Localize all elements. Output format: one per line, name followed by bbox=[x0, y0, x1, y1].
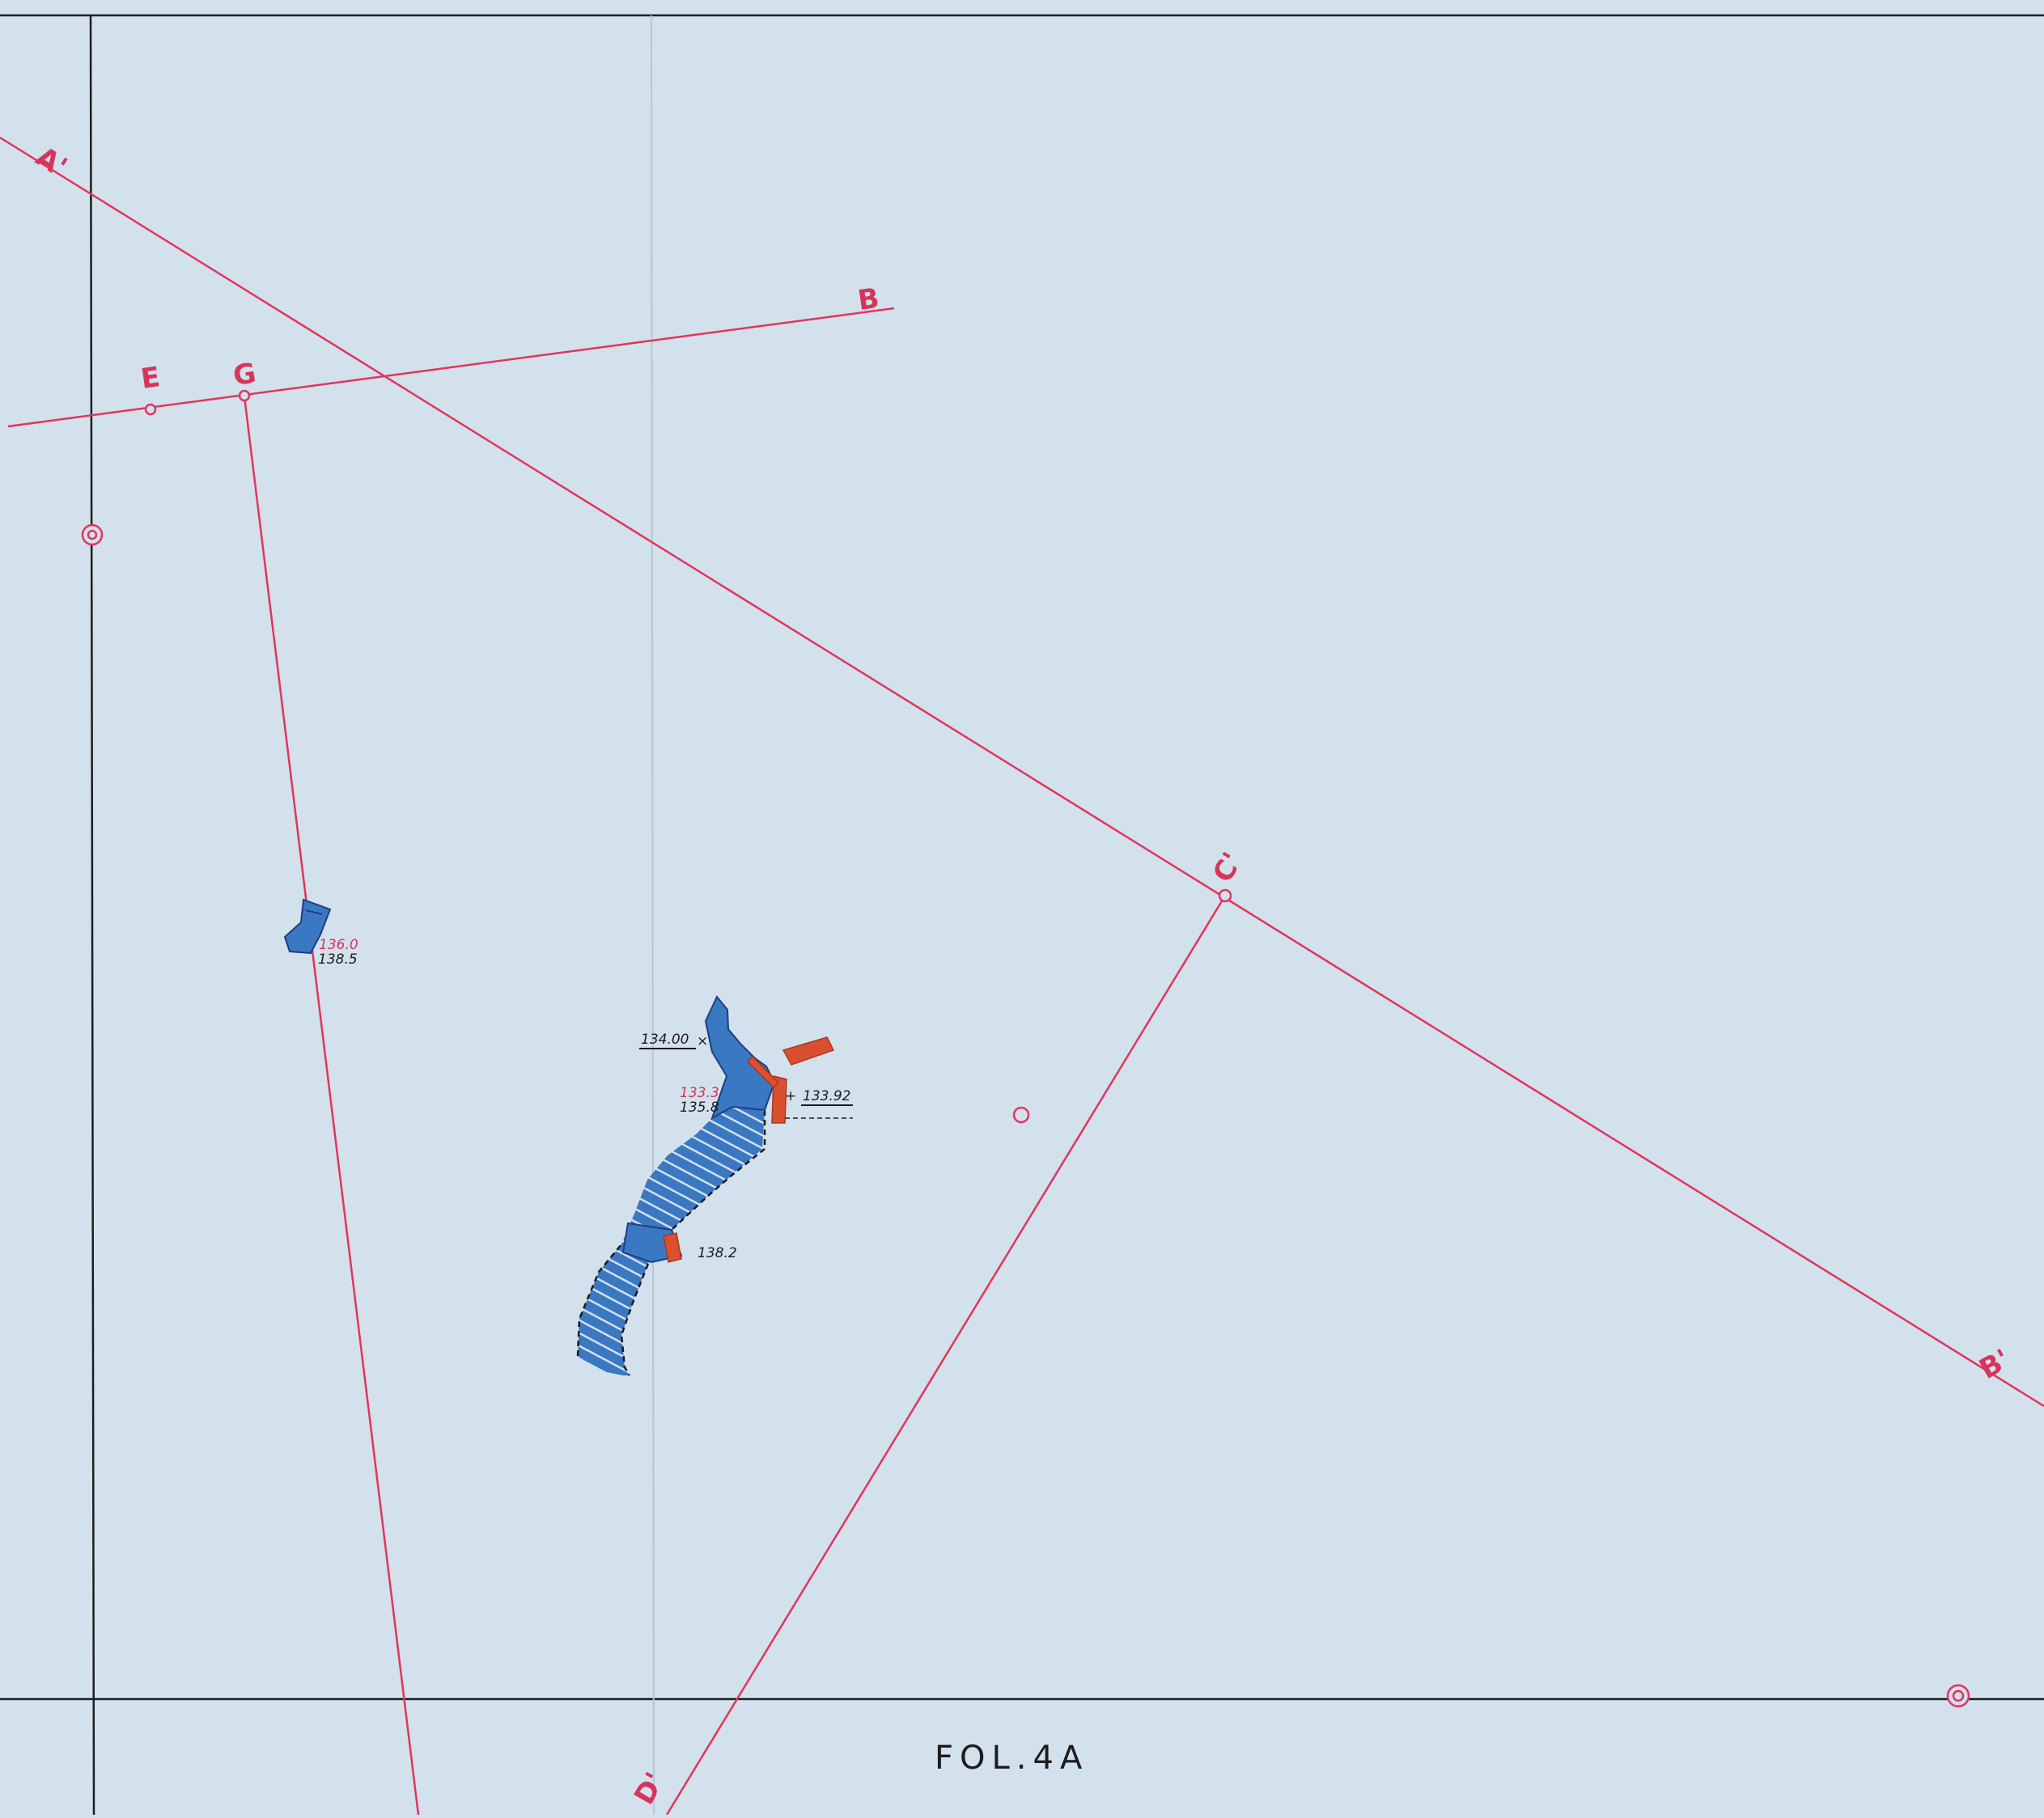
label-a-prime: A' bbox=[30, 141, 72, 184]
red-marks bbox=[663, 1036, 835, 1263]
line-a-b-prime bbox=[0, 136, 2044, 1408]
grid-lines bbox=[0, 14, 2044, 1816]
grid-line-left bbox=[89, 15, 95, 1816]
elev-136-0: 136.0 bbox=[319, 937, 358, 953]
line-g-south bbox=[243, 396, 420, 1816]
red-arm bbox=[782, 1036, 835, 1066]
elev-134-00: 134.00 bbox=[641, 1032, 689, 1048]
label-b: B bbox=[856, 282, 881, 317]
feature-main-body bbox=[578, 1107, 765, 1375]
elevations: 136.0 138.5 134.00 × 133.3 135.8 + 133.9… bbox=[318, 937, 853, 1261]
red-block-upper bbox=[771, 1075, 787, 1124]
benchmark-right-outer bbox=[1946, 1684, 1970, 1708]
red-tick bbox=[746, 1055, 780, 1089]
red-block-lower bbox=[663, 1232, 682, 1263]
station-markers bbox=[81, 389, 1970, 1708]
label-e: E bbox=[139, 361, 163, 396]
elev-138-5: 138.5 bbox=[318, 951, 358, 968]
benchmark-left-inner bbox=[87, 529, 98, 540]
line-e-b bbox=[7, 307, 895, 428]
station-c-prime-marker bbox=[1218, 888, 1232, 903]
grid-line-center-faint bbox=[651, 15, 655, 1816]
label-g: G bbox=[231, 357, 258, 392]
folio-label: FOL.4A bbox=[935, 1740, 1088, 1777]
label-b-prime: B' bbox=[1974, 1343, 2016, 1386]
line-c-prime-d-prime bbox=[665, 895, 1227, 1816]
elev-133-3: 133.3 bbox=[680, 1085, 719, 1101]
elev-138-2: 138.2 bbox=[698, 1245, 737, 1261]
elev-133-92: 133.92 bbox=[803, 1088, 850, 1104]
benchmark-left-outer bbox=[81, 523, 104, 546]
station-g-marker bbox=[238, 389, 251, 402]
label-c-prime: C' bbox=[1206, 847, 1249, 888]
feature-west bbox=[283, 898, 332, 955]
elev-133-92-cross: + bbox=[785, 1088, 796, 1104]
label-d-prime: D' bbox=[628, 1767, 672, 1810]
elev-134-00-cross: × bbox=[697, 1033, 708, 1049]
survey-lines bbox=[0, 136, 2044, 1816]
point-marker-center bbox=[1012, 1106, 1030, 1124]
feature-main bbox=[576, 995, 776, 1376]
station-e-marker bbox=[144, 403, 157, 416]
station-labels: A' B E G C' B' D' bbox=[30, 141, 2016, 1811]
elev-135-8: 135.8 bbox=[680, 1100, 719, 1116]
benchmark-right-inner bbox=[1952, 1689, 1965, 1702]
